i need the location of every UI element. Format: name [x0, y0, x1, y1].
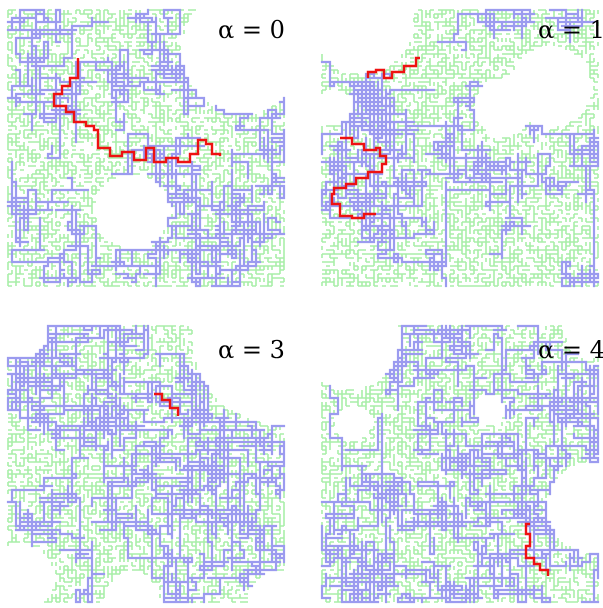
panel-alpha-4: α = 4: [320, 324, 603, 606]
cluster-plot-alpha-1: [320, 8, 600, 288]
cluster-plot-alpha-3: [6, 324, 286, 604]
shortest-path-secondary: [330, 136, 388, 220]
panel-alpha-3: α = 3: [6, 324, 286, 606]
shortest-path: [524, 522, 550, 576]
backbone-bonds: [320, 324, 600, 604]
background-cluster-bonds: [321, 325, 599, 603]
background-cluster-bonds: [7, 325, 285, 603]
cluster-plot-alpha-0: [6, 8, 286, 288]
shortest-path: [366, 56, 420, 80]
shortest-path: [52, 58, 222, 164]
panel-label-alpha-4: α = 4: [538, 336, 603, 364]
cluster-plot-alpha-4: [320, 324, 600, 604]
backbone-bonds: [320, 8, 600, 288]
shortest-path: [154, 392, 180, 416]
panel-label-alpha-0: α = 0: [218, 16, 285, 44]
panel-label-alpha-3: α = 3: [218, 336, 285, 364]
panel-label-alpha-1: α = 1: [538, 16, 603, 44]
backbone-bonds: [6, 324, 286, 604]
panel-alpha-1: α = 1: [320, 8, 603, 290]
panel-alpha-0: α = 0: [6, 8, 286, 290]
